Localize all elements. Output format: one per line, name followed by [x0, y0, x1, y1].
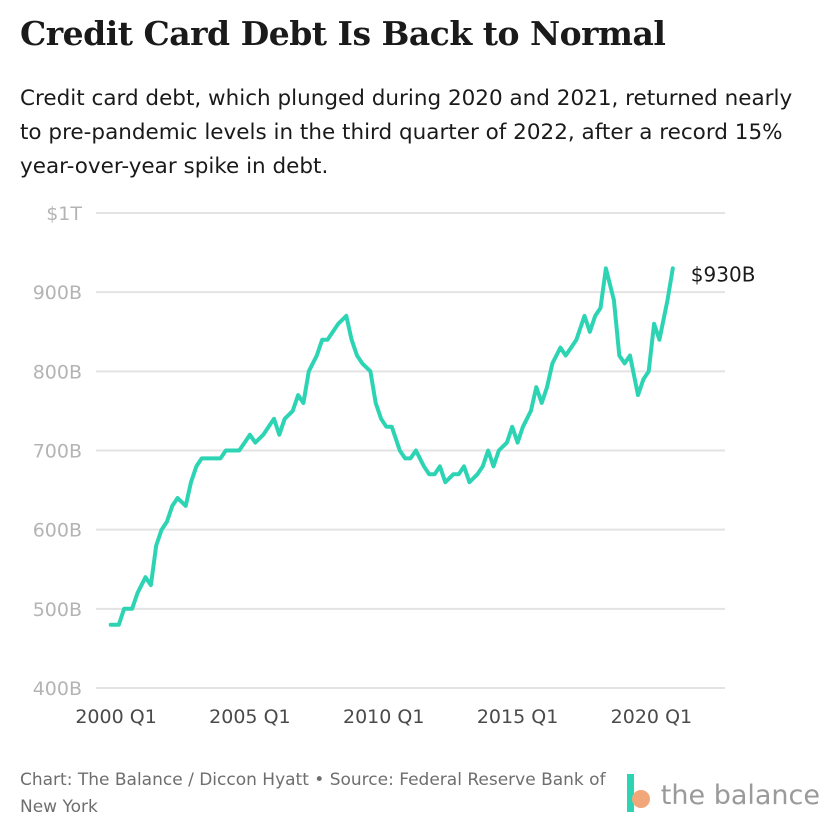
y-tick-label: $1T: [46, 203, 82, 225]
end-value-label: $930B: [691, 262, 756, 286]
y-axis-ticks: $1T 900B 800B 700B 600B 500B 400B: [33, 203, 83, 700]
y-tick-label: 400B: [33, 678, 82, 700]
y-tick-label: 500B: [33, 599, 82, 621]
x-tick-label: 2000 Q1: [75, 706, 156, 728]
chart-subtitle: Credit card debt, which plunged during 2…: [20, 86, 793, 179]
x-axis-ticks: 2000 Q1 2005 Q1 2010 Q1 2015 Q1 2020 Q1: [75, 706, 692, 728]
y-tick-label: 900B: [33, 282, 82, 304]
logo-text: the balance: [660, 779, 820, 811]
line-chart: $1T 900B 800B 700B 600B 500B 400B 2000 Q1 2005 …: [33, 203, 756, 728]
source-note: Chart: The Balance / Diccon Hyatt • Sour…: [20, 770, 606, 817]
logo-mark-icon: [626, 774, 653, 816]
chart-title: Credit Card Debt Is Back to Normal: [20, 14, 666, 53]
brand-logo: the balance: [626, 774, 820, 816]
x-tick-label: 2020 Q1: [611, 706, 692, 728]
y-tick-label: 700B: [33, 441, 82, 463]
series-line-credit-card-debt: [108, 266, 675, 627]
x-tick-label: 2010 Q1: [343, 706, 424, 728]
x-tick-label: 2005 Q1: [209, 706, 290, 728]
gridlines: [96, 212, 725, 689]
y-tick-label: 800B: [33, 361, 82, 383]
x-tick-label: 2015 Q1: [477, 706, 558, 728]
y-tick-label: 600B: [33, 520, 82, 542]
